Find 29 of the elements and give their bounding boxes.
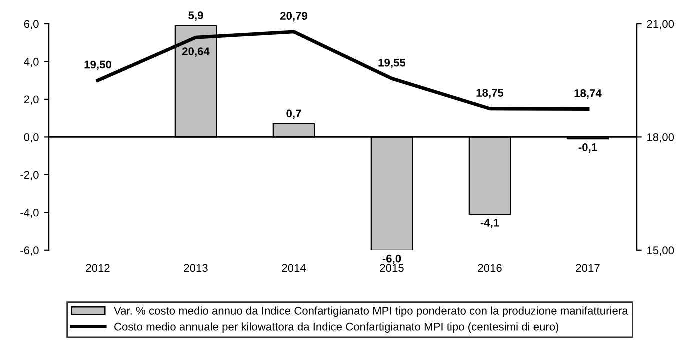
data-label: 20,79 (280, 12, 308, 22)
data-label: -0,1 (578, 144, 598, 154)
y-tick-label: 6,0 (24, 20, 39, 30)
x-tick-label: 2012 (86, 264, 110, 272)
x-tick-label: 2015 (380, 264, 404, 272)
y-tick-label: 2,0 (24, 96, 39, 105)
x-tick-label: 2017 (576, 264, 600, 272)
data-label: 0,7 (286, 110, 302, 120)
data-label: 18,74 (574, 89, 602, 99)
data-label: 5,9 (188, 12, 204, 22)
data-label: 18,75 (476, 89, 504, 99)
legend-label: Costo medio annuale per kilowattora da Indice Confartigianato MPI tipo (centesimi di euro) (114, 322, 559, 333)
data-label: -6,0 (382, 254, 402, 264)
y2-tick-label: 21,00 (647, 20, 674, 30)
data-label: 19,50 (84, 60, 112, 70)
x-tick-label: 2016 (478, 264, 502, 272)
y-tick-label: -6,0 (20, 246, 39, 256)
x-tick-label: 2013 (184, 264, 208, 272)
data-label: 20,64 (182, 48, 210, 58)
legend-label: Var. % costo medio annuo da Indice Confartigianato MPI tipo ponderato con la produzione manifatturiera (114, 306, 628, 318)
data-label: -4,1 (480, 219, 500, 228)
data-label: 19,55 (378, 58, 406, 68)
x-tick-label: 2014 (282, 264, 306, 272)
y-tick-label: -2,0 (20, 171, 39, 180)
y-tick-label: -4,0 (20, 208, 39, 218)
y-tick-label: 4,0 (24, 58, 39, 68)
y-tick-label: 0,0 (24, 133, 39, 143)
y2-tick-label: 15,00 (648, 246, 674, 256)
y2-tick-label: 18,00 (648, 133, 674, 143)
